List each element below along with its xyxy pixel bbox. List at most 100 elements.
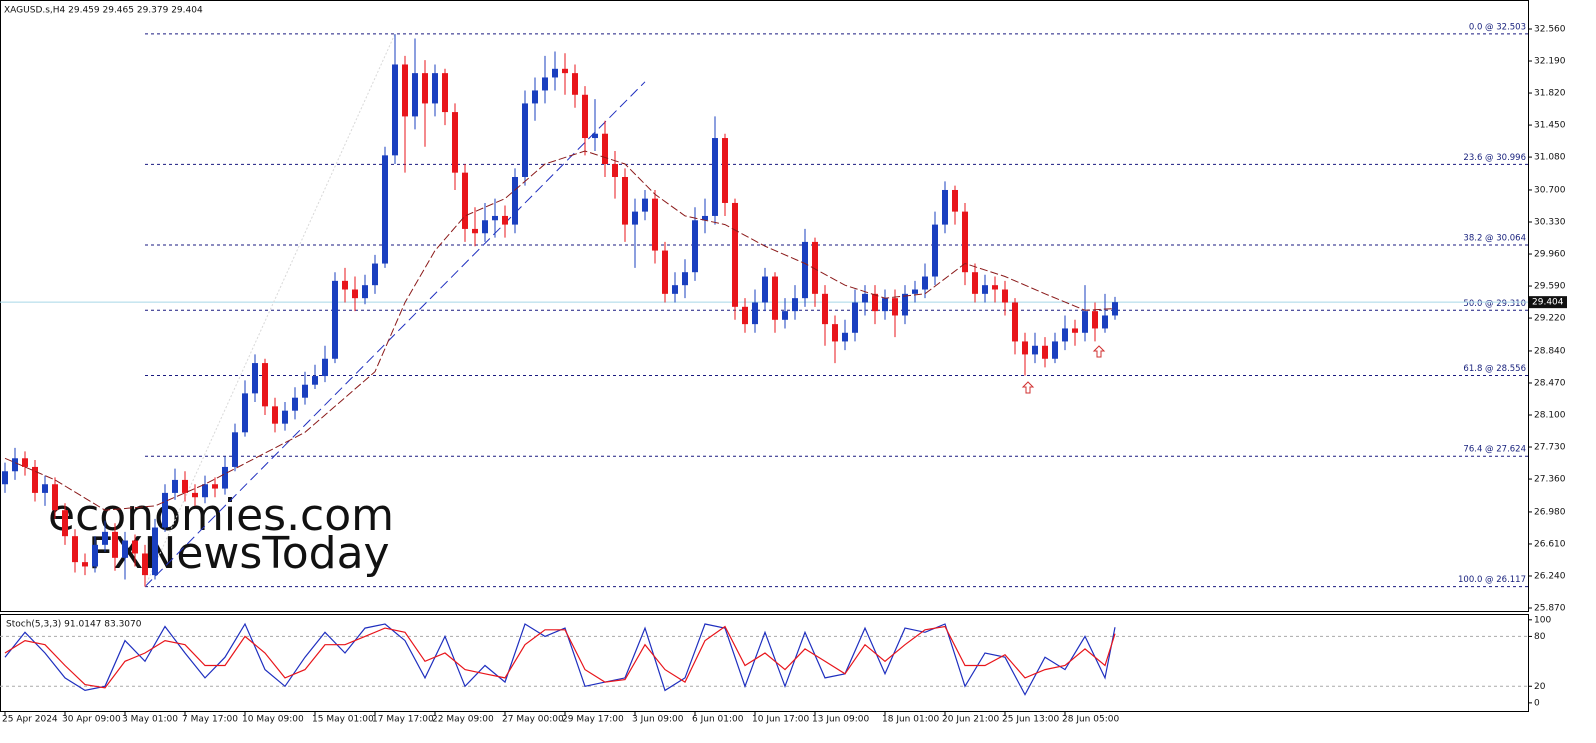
candle-body [562,68,568,74]
candle-body [342,280,348,290]
x-tick-label: 6 Jun 01:00 [692,715,744,725]
candle-body [252,363,258,394]
y-tick-label: 27.730 [1534,443,1566,453]
y-tick-label: 26.240 [1534,571,1566,581]
candle-body [832,324,838,342]
candle-body [2,471,8,485]
candle-body [322,358,328,377]
candle-body [802,241,808,299]
candle-body [552,68,558,78]
candle-body [1042,345,1048,359]
stoch-y-tick-label: 20 [1534,682,1546,692]
candle-body [272,406,278,424]
candle-body [572,73,578,95]
y-tick-label: 31.450 [1534,121,1566,131]
candle-body [892,298,898,316]
candle-body [492,215,498,221]
candle-body [302,384,308,398]
candle-body [862,293,868,303]
y-tick-label: 28.840 [1534,346,1566,356]
candle-body [332,280,338,359]
main-frame [0,0,1529,612]
candle-body [542,77,548,91]
candle-body [92,544,98,567]
candle-body [812,241,818,294]
candle-body [472,228,478,234]
x-tick-label: 13 Jun 09:00 [812,715,869,725]
x-tick-label: 10 Jun 17:00 [752,715,809,725]
stoch-y-tick-label: 0 [1534,698,1540,708]
candle-body [882,298,888,312]
candle-body [442,73,448,113]
candle-body [972,272,978,294]
fib-label: 0.0 @ 32.503 [1469,22,1526,32]
candle-body [912,289,918,294]
candle-body [152,527,158,576]
candle-body [222,466,228,489]
candle-body [42,484,48,493]
candle-body [762,276,768,303]
candle-body [752,302,758,325]
candle-body [382,155,388,264]
candle-body [792,298,798,312]
candle-body [942,189,948,225]
candle-body [1062,328,1068,342]
candle-body [402,64,408,117]
candle-body [512,176,518,225]
candle-body [652,198,658,251]
candle-body [142,553,148,576]
y-tick-label: 26.610 [1534,539,1566,549]
trend-line [144,81,646,587]
candle-body [602,133,608,165]
stoch-y-tick-label: 80 [1534,632,1546,642]
candle-body [1092,311,1098,329]
candle-body [1102,315,1108,329]
arrow-up [1092,345,1106,358]
candle-body [52,484,58,511]
last-price-box [1529,296,1567,309]
candle-body [782,311,788,320]
x-tick-label: 7 May 17:00 [182,715,238,725]
y-tick-label: 26.980 [1534,507,1566,517]
candle-body [172,479,178,493]
stoch-line [4,622,1116,696]
stoch-title: Stoch(5,3,3) 91.0147 83.3070 [6,620,142,630]
y-tick-label: 29.960 [1534,250,1566,260]
candle-body [22,458,28,467]
last-price-label: 29.404 [1532,298,1564,308]
candle-body [622,176,628,225]
candle-body [232,432,238,467]
x-tick-label: 18 Jun 01:00 [882,715,939,725]
candle-body [902,293,908,316]
candle-body [852,302,858,333]
y-tick-label: 28.470 [1534,378,1566,388]
candle-body [482,220,488,234]
candle-body [842,332,848,342]
candle-body [1002,289,1008,303]
x-tick-label: 30 Apr 09:00 [62,715,121,725]
candle-body [592,133,598,139]
fib-label: 100.0 @ 26.117 [1458,575,1526,585]
candle-body [1012,302,1018,342]
candle-body [1082,311,1088,333]
x-tick-label: 17 May 17:00 [372,715,434,725]
candle-body [682,272,688,286]
x-tick-label: 27 May 00:00 [502,715,564,725]
watermark-text: FXNewsToday [88,528,390,579]
y-tick-label: 31.080 [1534,153,1566,163]
candle-body [132,540,138,554]
x-tick-label: 3 Jun 09:00 [632,715,684,725]
candle-body [702,215,708,221]
y-tick-label: 32.190 [1534,57,1566,67]
y-tick-label: 29.220 [1534,314,1566,324]
candle-body [102,531,108,545]
candle-body [522,103,528,177]
moving-average [4,150,1116,511]
candle-body [612,164,618,177]
candle-body [162,492,168,528]
candle-body [202,484,208,498]
candle-body [642,198,648,212]
y-tick-label: 29.590 [1534,282,1566,292]
arrow-up [1021,381,1035,394]
